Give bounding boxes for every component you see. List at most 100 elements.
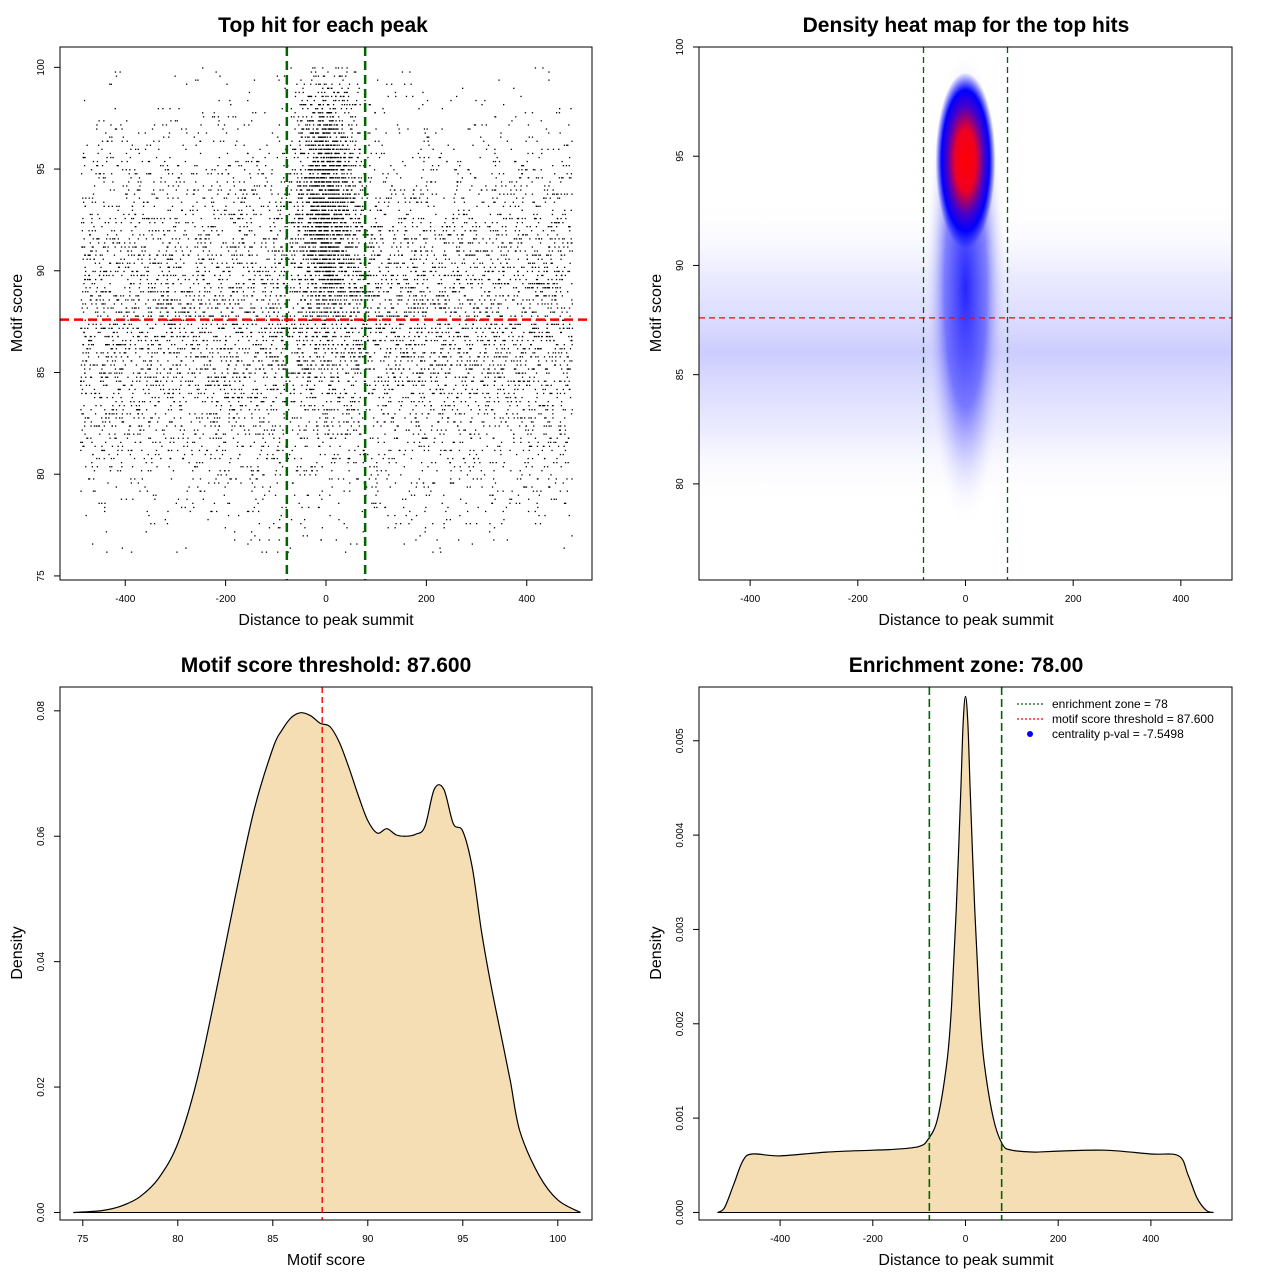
- scatter-point: [207, 254, 209, 256]
- scatter-point: [498, 401, 500, 403]
- scatter-point: [184, 230, 186, 232]
- scatter-point: [232, 409, 234, 411]
- scatter-point: [390, 165, 392, 167]
- scatter-point: [489, 327, 491, 329]
- scatter-point: [460, 401, 462, 403]
- scatter-point: [223, 197, 225, 199]
- scatter-point: [212, 315, 214, 317]
- scatter-point: [431, 250, 433, 252]
- scatter-point: [92, 193, 95, 195]
- scatter-point: [210, 226, 212, 228]
- scatter-point: [180, 380, 182, 382]
- scatter-point: [98, 502, 100, 504]
- scatter-point: [464, 222, 466, 224]
- scatter-point: [554, 242, 556, 244]
- scatter-point: [100, 376, 102, 378]
- scatter-point: [431, 327, 433, 329]
- scatter-point: [444, 258, 447, 260]
- scatter-point: [465, 270, 467, 273]
- scatter-point: [269, 307, 271, 309]
- scatter-point: [358, 425, 360, 427]
- scatter-point: [84, 433, 86, 435]
- scatter-point: [505, 246, 507, 248]
- scatter-point: [350, 327, 352, 329]
- scatter-point: [171, 344, 173, 346]
- scatter-point: [461, 238, 463, 240]
- scatter-point: [331, 437, 333, 439]
- scatter-point: [313, 396, 315, 399]
- scatter-point: [560, 433, 562, 435]
- scatter-point: [274, 262, 276, 264]
- scatter-point: [207, 283, 209, 285]
- scatter-point: [418, 478, 420, 480]
- scatter-point: [151, 287, 153, 289]
- scatter-point: [330, 262, 333, 264]
- scatter-point: [225, 323, 227, 325]
- scatter-point: [172, 307, 174, 309]
- scatter-point: [461, 360, 463, 362]
- scatter-point: [98, 425, 101, 427]
- scatter-point: [555, 287, 557, 289]
- scatter-point: [415, 344, 417, 346]
- scatter-point: [417, 303, 419, 305]
- scatter-point: [550, 311, 552, 313]
- scatter-point: [557, 323, 560, 325]
- scatter-point: [497, 246, 499, 248]
- scatter-point: [313, 360, 315, 362]
- scatter-point: [453, 335, 455, 338]
- scatter-point: [450, 327, 452, 329]
- scatter-point: [544, 514, 546, 517]
- scatter-point: [96, 238, 98, 240]
- scatter-point: [542, 405, 544, 407]
- scatter-point: [157, 307, 159, 309]
- scatter-point: [365, 311, 367, 313]
- scatter-point: [362, 356, 364, 358]
- scatter-point: [554, 173, 556, 175]
- scatter-point: [417, 331, 419, 334]
- scatter-point: [374, 380, 376, 382]
- scatter-point: [503, 376, 505, 378]
- scatter-point: [225, 474, 228, 476]
- scatter-point: [338, 396, 340, 399]
- scatter-point: [311, 339, 313, 342]
- scatter-point: [523, 486, 525, 488]
- scatter-point: [283, 266, 285, 268]
- scatter-point: [386, 291, 388, 293]
- scatter-point: [565, 217, 567, 220]
- scatter-point: [81, 392, 83, 395]
- scatter-point: [178, 303, 180, 305]
- scatter-point: [541, 470, 543, 472]
- scatter-point: [325, 311, 327, 313]
- scatter-point: [196, 278, 198, 281]
- scatter-point: [471, 417, 473, 419]
- scatter-point: [229, 384, 231, 386]
- scatter-point: [369, 356, 371, 358]
- scatter-point: [246, 295, 248, 297]
- scatter-point: [465, 523, 467, 525]
- scatter-point: [298, 425, 300, 427]
- scatter-point: [456, 278, 458, 281]
- scatter-point: [158, 274, 160, 277]
- scatter-point: [307, 409, 309, 411]
- scatter-point: [238, 283, 240, 285]
- scatter-point: [225, 360, 227, 362]
- scatter-point: [90, 409, 92, 411]
- scatter-point: [513, 87, 515, 89]
- scatter-point: [440, 348, 442, 350]
- scatter-point: [297, 311, 299, 313]
- scatter-point: [388, 262, 391, 264]
- scatter-point: [237, 441, 239, 443]
- scatter-point: [118, 242, 120, 244]
- scatter-point: [518, 335, 520, 338]
- scatter-point: [543, 295, 545, 297]
- scatter-point: [177, 278, 179, 281]
- scatter-point: [548, 71, 550, 73]
- scatter-point: [196, 201, 198, 203]
- scatter-point: [174, 217, 176, 220]
- scatter-point: [222, 449, 224, 452]
- scatter-point: [268, 433, 270, 435]
- scatter-point: [562, 409, 564, 411]
- scatter-point: [476, 315, 479, 317]
- scatter-point: [441, 344, 443, 346]
- scatter-point: [478, 433, 480, 435]
